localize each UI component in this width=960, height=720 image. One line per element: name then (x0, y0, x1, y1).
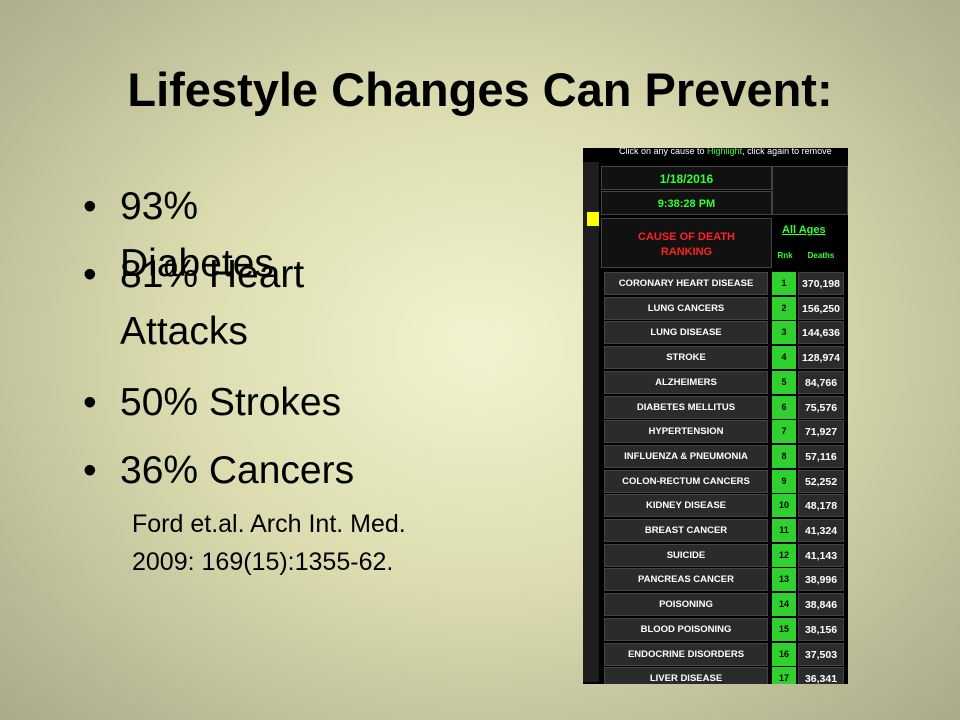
rank-cell: 6 (772, 395, 796, 419)
deaths-cell: 156,250 (798, 296, 844, 320)
rank-cell: 5 (772, 370, 796, 394)
heading-line: RANKING (660, 246, 713, 258)
rank-cell: 3 (772, 321, 796, 345)
rank-cell: 9 (772, 469, 796, 493)
deaths-cell: 48,178 (798, 494, 844, 518)
cause-cell: BLOOD POISONING (604, 617, 768, 641)
cause-cell: INFLUENZA & PNEUMONIA (604, 444, 768, 468)
cause-cell: ENDOCRINE DISORDERS (604, 642, 768, 666)
cause-cell: BREAST CANCER (604, 519, 768, 542)
rank-cell: 13 (772, 568, 796, 592)
instruction-text: , click again to remove (742, 148, 832, 156)
filter-link: All Ages (782, 224, 826, 236)
cause-cell: KIDNEY DISEASE (604, 494, 768, 518)
deaths-cell: 38,846 (798, 593, 844, 617)
bullet-text: 81% Heart Attacks (120, 253, 305, 353)
slide-title: Lifestyle Changes Can Prevent: (127, 63, 833, 116)
rank-cell: 2 (772, 296, 796, 320)
deaths-cell: 57,116 (798, 444, 844, 468)
rank-cell: 4 (772, 346, 796, 370)
bullet-text: 50% Strokes (120, 381, 342, 424)
deaths-cell: 75,576 (798, 395, 844, 419)
instruction-highlight: Highlight (707, 148, 743, 156)
deaths-cell: 370,198 (798, 272, 844, 295)
bullet-text: 93% Diabetes (120, 185, 274, 285)
empty-cell (772, 166, 848, 215)
bullet-dot: • (83, 381, 97, 424)
heading-line: CAUSE OF DEATH (638, 231, 735, 243)
column-header: Deaths (807, 251, 835, 260)
rank-cell: 17 (772, 667, 796, 684)
deaths-cell: 41,324 (798, 519, 844, 542)
deaths-cell: 37,503 (798, 642, 844, 666)
deaths-cell: 84,766 (798, 370, 844, 394)
rank-cell: 16 (772, 642, 796, 666)
deaths-cell: 36,341 (798, 667, 844, 684)
citation-line: 2009: 169(15):1355-62. (132, 548, 394, 576)
rank-cell: 10 (772, 494, 796, 518)
deaths-cell: 38,156 (798, 617, 844, 641)
date-cell: 1/18/2016 (601, 166, 772, 190)
deaths-cell: 41,143 (798, 543, 844, 567)
deaths-cell: 128,974 (798, 346, 844, 370)
cause-cell: POISONING (604, 593, 768, 617)
cause-cell: LUNG CANCERS (604, 296, 768, 320)
side-strip (583, 162, 599, 682)
rank-cell: 1 (772, 272, 796, 295)
cause-cell: PANCREAS CANCER (604, 568, 768, 592)
table-screenshot: Click on any cause to Highlight, click a… (583, 148, 848, 684)
cause-cell: ALZHEIMERS (604, 370, 768, 394)
citation-line: Ford et.al. Arch Int. Med. (132, 510, 406, 538)
rank-cell: 15 (772, 617, 796, 641)
column-header: Rnk (777, 251, 793, 260)
cause-cell: LIVER DISEASE (604, 667, 768, 684)
rank-cell: 7 (772, 420, 796, 444)
instruction: Click on any cause to Highlight, click a… (619, 148, 832, 156)
cause-cell: COLON-RECTUM CANCERS (604, 469, 768, 493)
instruction-text: Click on any cause to (619, 148, 708, 156)
time-cell: 9:38:28 PM (601, 191, 772, 215)
cause-cell: STROKE (604, 346, 768, 370)
cause-cell: HYPERTENSION (604, 420, 768, 444)
deaths-cell: 52,252 (798, 469, 844, 493)
cause-cell: LUNG DISEASE (604, 321, 768, 345)
rank-cell: 8 (772, 444, 796, 468)
side-marker (587, 212, 599, 226)
cause-cell: SUICIDE (604, 543, 768, 567)
deaths-cell: 38,996 (798, 568, 844, 592)
rank-cell: 11 (772, 519, 796, 542)
cause-cell: DIABETES MELLITUS (604, 395, 768, 419)
rank-cell: 12 (772, 543, 796, 567)
cause-cell: CORONARY HEART DISEASE (604, 272, 768, 295)
bullet-dot: • (83, 253, 97, 296)
bullet-dot: • (83, 449, 97, 492)
heading-cell: CAUSE OF DEATH RANKING (601, 218, 772, 268)
deaths-cell: 144,636 (798, 321, 844, 345)
bullet-text: 36% Cancers (120, 449, 355, 492)
rank-cell: 14 (772, 593, 796, 617)
bullet-dot: • (83, 185, 97, 228)
deaths-cell: 71,927 (798, 420, 844, 444)
